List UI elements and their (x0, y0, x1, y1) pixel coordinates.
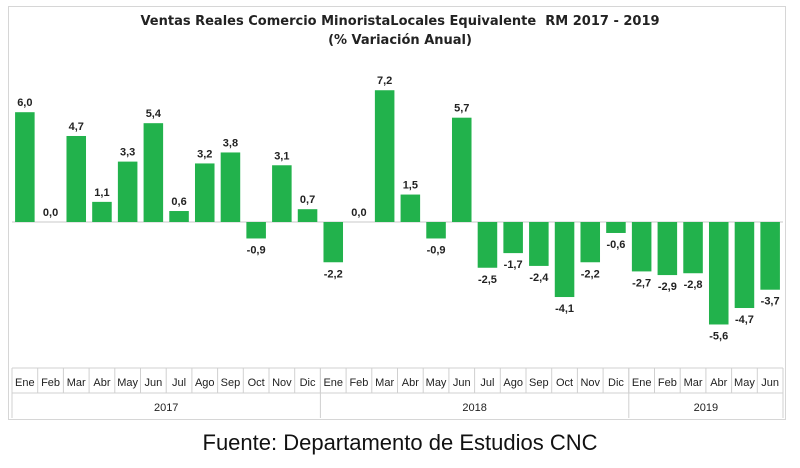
group-label: 2018 (462, 402, 486, 414)
category-label: Jul (480, 377, 494, 389)
category-label: Ago (503, 377, 523, 389)
category-label: Jun (144, 377, 162, 389)
data-label: 7,2 (377, 75, 392, 87)
category-label: Abr (93, 377, 110, 389)
data-label: 0,0 (43, 207, 58, 219)
data-label: 0,7 (300, 194, 315, 206)
data-label: -2,2 (324, 268, 343, 280)
data-label: -2,4 (529, 272, 549, 284)
category-label: May (734, 377, 755, 389)
bar (760, 222, 780, 290)
category-label: Jun (453, 377, 471, 389)
category-label: Feb (349, 377, 368, 389)
category-label: Feb (658, 377, 677, 389)
data-label: -0,9 (427, 244, 446, 256)
bar (400, 194, 421, 222)
bar (194, 163, 215, 222)
data-label: -4,7 (735, 314, 754, 326)
data-label: 0,0 (351, 207, 366, 219)
bar (15, 112, 35, 222)
bar (426, 222, 446, 239)
category-label: Sep (221, 377, 241, 389)
bar (117, 161, 138, 222)
category-label: Ene (323, 377, 343, 389)
chart-frame (8, 6, 786, 420)
category-label: Nov (580, 377, 600, 389)
data-label: 0,6 (171, 196, 186, 208)
category-label: Abr (710, 377, 727, 389)
group-label: 2017 (154, 402, 178, 414)
data-label: 6,0 (17, 97, 32, 109)
data-label: -1,7 (504, 259, 523, 271)
chart-subtitle: (% Variación Anual) (328, 33, 472, 48)
data-label: -5,6 (709, 330, 728, 342)
chart-title-block: Ventas Reales Comercio MinoristaLocales … (0, 12, 800, 50)
data-label: -0,6 (606, 239, 625, 251)
data-label: 4,7 (69, 121, 84, 133)
bar (66, 135, 87, 222)
category-label: Ene (632, 377, 652, 389)
category-label: Oct (248, 377, 265, 389)
data-label: -4,1 (555, 303, 574, 315)
data-label: -2,9 (658, 281, 677, 293)
data-label: -2,2 (581, 268, 600, 280)
category-label: Feb (41, 377, 60, 389)
bar (503, 222, 523, 254)
category-label: Oct (556, 377, 573, 389)
bar (374, 90, 395, 223)
bar (708, 222, 729, 325)
data-label: -2,7 (632, 277, 651, 289)
category-label: Ene (15, 377, 35, 389)
category-label: Jun (761, 377, 779, 389)
source-note: Fuente: Departamento de Estudios CNC (202, 430, 598, 455)
data-label: -2,5 (478, 274, 497, 286)
bar (554, 222, 575, 298)
data-label: 3,2 (197, 148, 212, 160)
bar (272, 165, 292, 222)
bar (606, 222, 626, 233)
bar (169, 211, 189, 222)
category-label: Abr (402, 377, 419, 389)
category-label: Dic (608, 377, 624, 389)
category-label: Dic (300, 377, 316, 389)
data-label: -3,7 (761, 296, 780, 308)
data-label: 3,8 (223, 137, 238, 149)
data-label: 3,1 (274, 150, 289, 162)
bar (529, 222, 549, 266)
bar (657, 222, 678, 276)
bar (477, 222, 498, 268)
bar (297, 209, 318, 222)
data-label: 1,5 (403, 180, 418, 192)
data-label: -0,9 (247, 244, 266, 256)
data-label: 5,7 (454, 103, 469, 115)
category-label: Mar (684, 377, 703, 389)
bar (220, 152, 241, 222)
group-label: 2019 (694, 402, 718, 414)
category-label: Ago (195, 377, 215, 389)
category-label: Mar (67, 377, 86, 389)
data-label: 3,3 (120, 147, 135, 159)
bar (451, 117, 472, 222)
category-label: Jul (172, 377, 186, 389)
category-label: Mar (375, 377, 394, 389)
bar (143, 123, 164, 222)
bar (323, 222, 344, 263)
category-label: May (117, 377, 138, 389)
chart-title: Ventas Reales Comercio MinoristaLocales … (140, 14, 660, 29)
category-label: Nov (272, 377, 292, 389)
data-label: 1,1 (94, 187, 109, 199)
bar (580, 222, 601, 263)
category-label: May (426, 377, 447, 389)
category-label: Sep (529, 377, 549, 389)
bar (92, 201, 112, 222)
data-label: -2,8 (684, 279, 703, 291)
bar (631, 222, 652, 272)
bar (683, 222, 703, 274)
bar (734, 222, 755, 309)
data-label: 5,4 (146, 108, 162, 120)
bar (246, 222, 266, 239)
